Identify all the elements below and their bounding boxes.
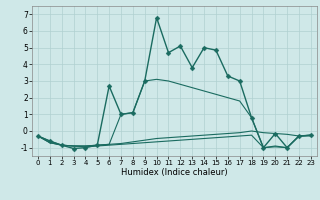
X-axis label: Humidex (Indice chaleur): Humidex (Indice chaleur)	[121, 168, 228, 177]
